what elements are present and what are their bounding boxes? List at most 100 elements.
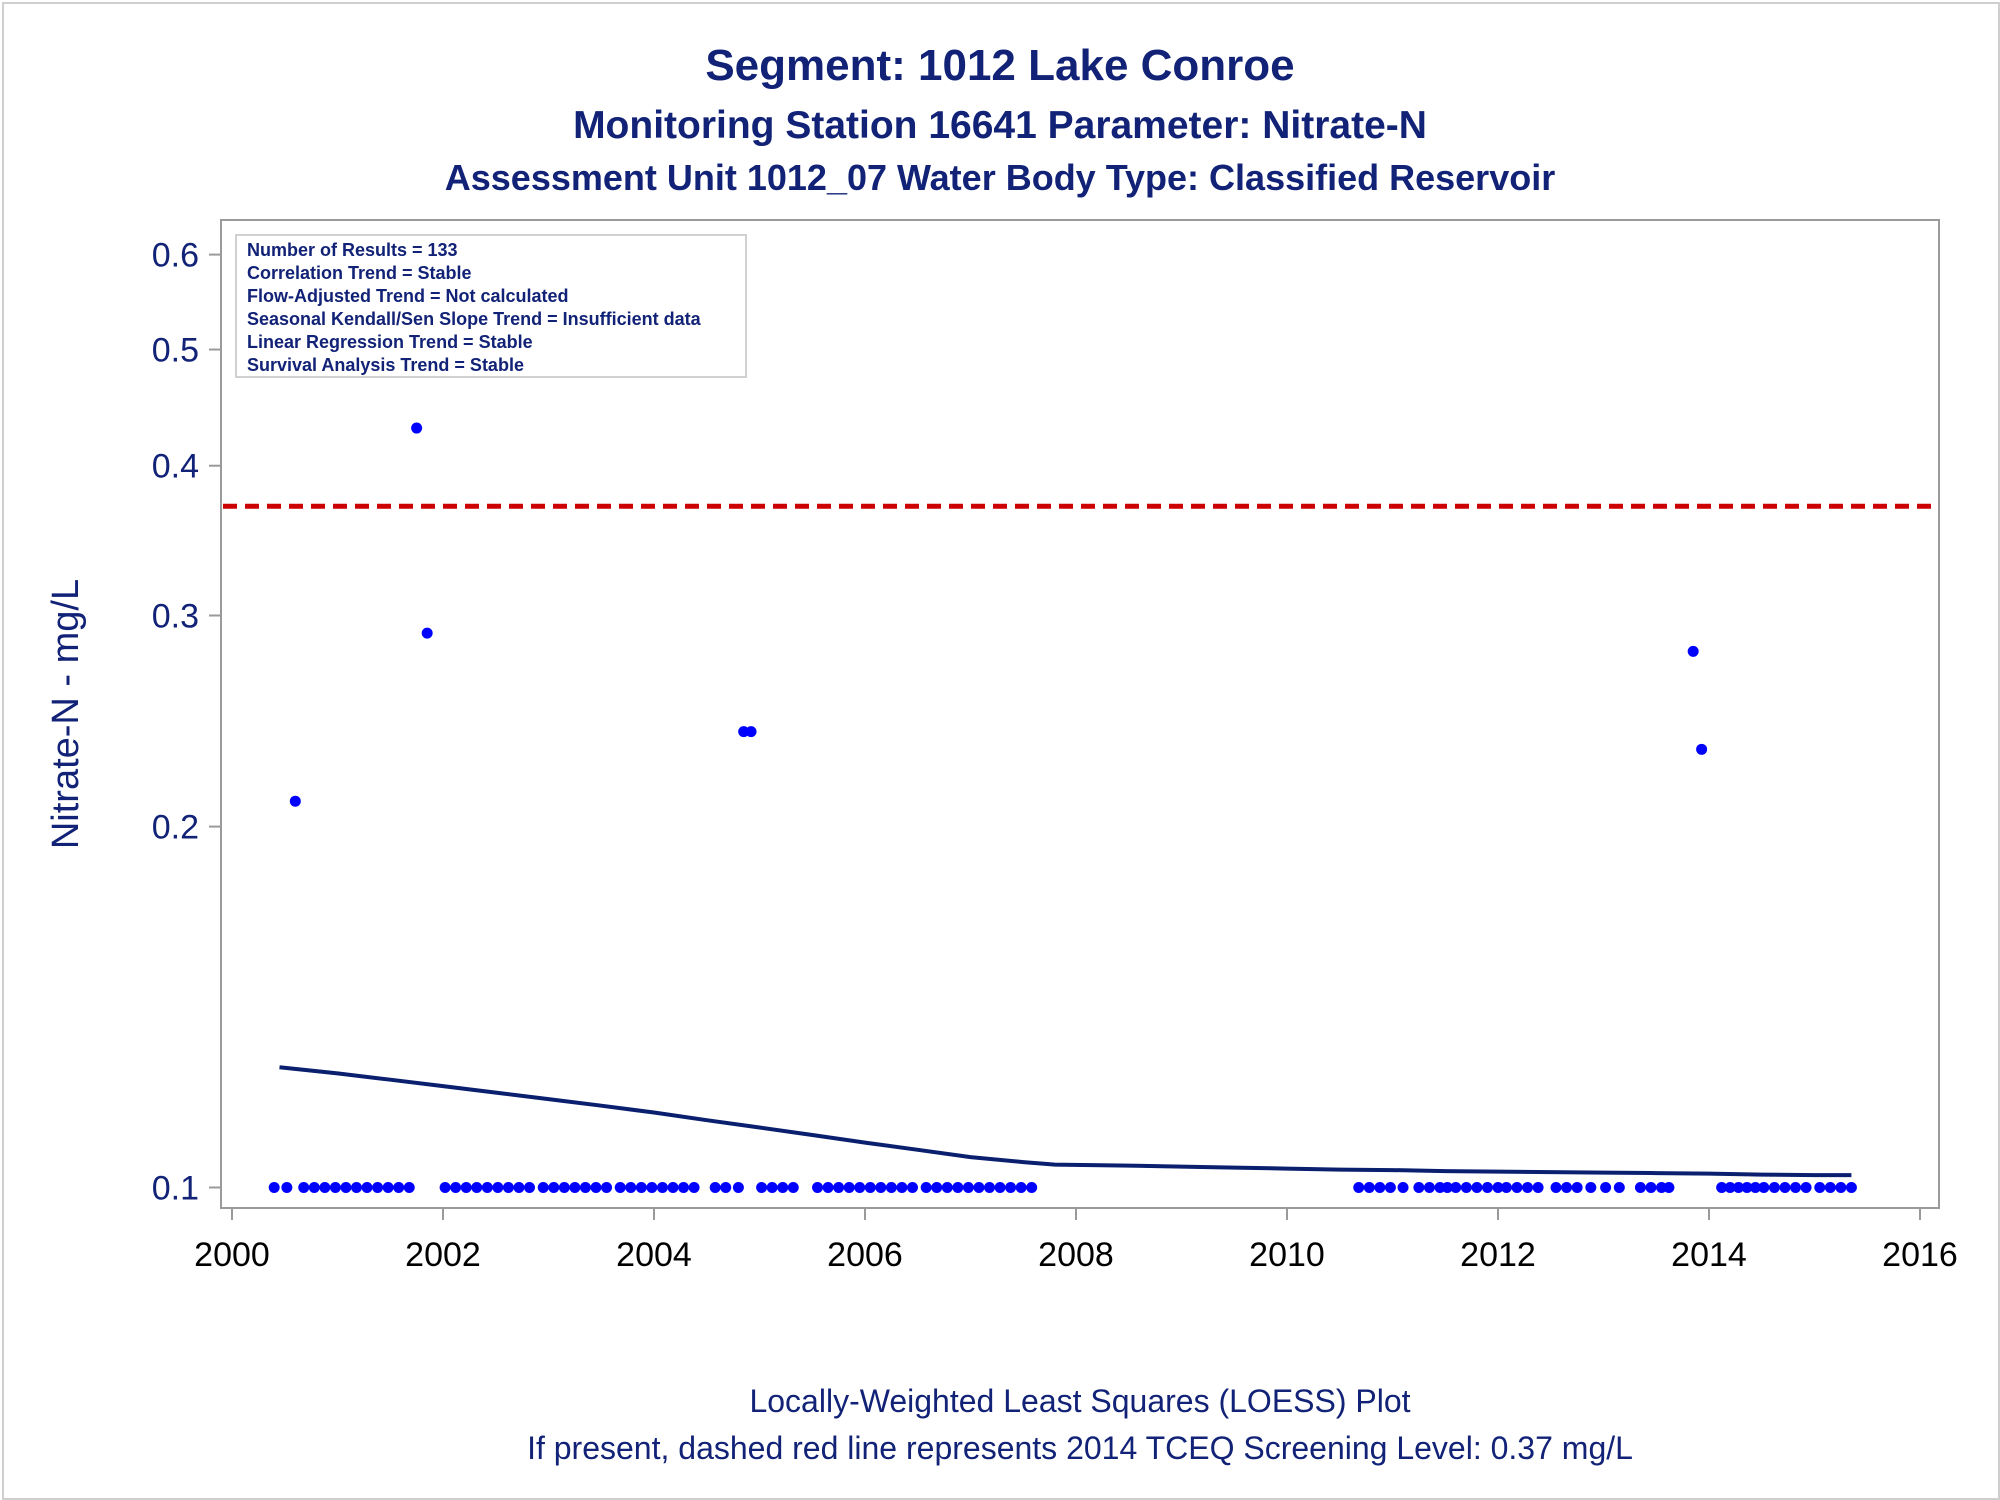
data-point-detection-limit: [1585, 1181, 1597, 1193]
data-point-detection-limit: [720, 1181, 732, 1193]
data-point-detection-limit: [1413, 1181, 1425, 1193]
footnote-screening-level: If present, dashed red line represents 2…: [527, 1430, 1633, 1466]
data-point-detection-limit: [1724, 1181, 1736, 1193]
data-point-detection-limit: [1532, 1181, 1544, 1193]
data-point-detection-limit: [777, 1181, 789, 1193]
data-point-detection-limit: [319, 1181, 331, 1193]
x-axis: 2000 2002 2004 2006 2008 2010 2012 2014 2016: [194, 1208, 1958, 1274]
x-tick-label: 2002: [405, 1236, 481, 1274]
trend-line-results: Number of Results = 133: [247, 240, 458, 260]
data-point-detection-limit: [502, 1181, 514, 1193]
data-point-detection-limit: [579, 1181, 591, 1193]
data-point-detection-limit: [994, 1181, 1006, 1193]
data-point-detection-limit: [1550, 1181, 1562, 1193]
trend-line-linear-regression: Linear Regression Trend = Stable: [247, 332, 533, 352]
chart-subtitle-2: Assessment Unit 1012_07 Water Body Type:…: [445, 157, 1555, 198]
data-point-detection-limit: [569, 1181, 581, 1193]
data-point: [745, 726, 757, 738]
y-tick-label: 0.6: [152, 237, 199, 275]
data-point-detection-limit: [766, 1181, 778, 1193]
data-point-detection-limit: [983, 1181, 995, 1193]
data-point-detection-limit: [481, 1181, 493, 1193]
data-point-detection-limit: [1561, 1181, 1573, 1193]
data-point-detection-limit: [1374, 1181, 1386, 1193]
x-tick-label: 2000: [194, 1236, 270, 1274]
data-point-detection-limit: [787, 1181, 799, 1193]
data-point-detection-limit: [1571, 1181, 1583, 1193]
data-point-detection-limit: [1741, 1181, 1753, 1193]
plot-marks: [223, 240, 1937, 1193]
data-point-detection-limit: [1645, 1181, 1657, 1193]
x-tick-label: 2016: [1882, 1236, 1958, 1274]
data-point-detection-limit: [885, 1181, 897, 1193]
data-point-detection-limit: [756, 1181, 768, 1193]
data-point-detection-limit: [403, 1181, 415, 1193]
data-point: [289, 795, 301, 807]
x-tick-label: 2008: [1038, 1236, 1114, 1274]
data-point-detection-limit: [1460, 1181, 1472, 1193]
data-point-detection-limit: [382, 1181, 394, 1193]
data-point-detection-limit: [1733, 1181, 1745, 1193]
data-point-detection-limit: [298, 1181, 310, 1193]
data-point-detection-limit: [1450, 1181, 1462, 1193]
data-point-detection-limit: [962, 1181, 974, 1193]
data-point-detection-limit: [1835, 1181, 1847, 1193]
x-tick-label: 2012: [1460, 1236, 1536, 1274]
data-point-detection-limit: [350, 1181, 362, 1193]
data-point-detection-limit: [513, 1181, 525, 1193]
data-point-detection-limit: [1758, 1181, 1770, 1193]
trend-summary-box: Number of Results = 133 Correlation Tren…: [235, 234, 747, 378]
data-point-detection-limit: [1768, 1181, 1780, 1193]
data-point-detection-limit: [1492, 1181, 1504, 1193]
data-point-detection-limit: [460, 1181, 472, 1193]
y-tick-label: 0.1: [152, 1169, 199, 1207]
data-point: [1696, 743, 1708, 755]
data-point-detection-limit: [688, 1181, 700, 1193]
data-point-detection-limit: [1511, 1181, 1523, 1193]
data-point-detection-limit: [732, 1181, 744, 1193]
data-point-detection-limit: [439, 1181, 451, 1193]
data-point-detection-limit: [1500, 1181, 1512, 1193]
data-point-detection-limit: [920, 1181, 932, 1193]
data-point-detection-limit: [492, 1181, 504, 1193]
data-point-detection-limit: [1471, 1181, 1483, 1193]
data-point-detection-limit: [393, 1181, 405, 1193]
data-point-detection-limit: [822, 1181, 834, 1193]
data-point-detection-limit: [931, 1181, 943, 1193]
data-point-detection-limit: [1522, 1181, 1534, 1193]
data-point-detection-limit: [471, 1181, 483, 1193]
data-point-detection-limit: [635, 1181, 647, 1193]
data-point-detection-limit: [601, 1181, 613, 1193]
data-point-detection-limit: [590, 1181, 602, 1193]
data-point-detection-limit: [906, 1181, 918, 1193]
data-point-detection-limit: [268, 1181, 280, 1193]
x-tick-label: 2006: [827, 1236, 903, 1274]
data-point-detection-limit: [973, 1181, 985, 1193]
data-point-detection-limit: [614, 1181, 626, 1193]
data-point-detection-limit: [548, 1181, 560, 1193]
data-point-detection-limit: [372, 1181, 384, 1193]
data-point-detection-limit: [329, 1181, 341, 1193]
data-point-detection-limit: [864, 1181, 876, 1193]
y-tick-label: 0.4: [152, 448, 199, 486]
trend-line-flow-adjusted: Flow-Adjusted Trend = Not calculated: [247, 286, 569, 306]
data-point-detection-limit: [952, 1181, 964, 1193]
data-point-detection-limit: [558, 1181, 570, 1193]
data-point-detection-limit: [1423, 1181, 1435, 1193]
data-point-detection-limit: [1790, 1181, 1802, 1193]
x-tick-label: 2014: [1671, 1236, 1747, 1274]
chart-subtitle: Monitoring Station 16641 Parameter: Nitr…: [573, 104, 1427, 147]
data-point-detection-limit: [678, 1181, 690, 1193]
data-point-detection-limit: [843, 1181, 855, 1193]
data-point-detection-limit: [1384, 1181, 1396, 1193]
y-tick-label: 0.3: [152, 597, 199, 635]
data-point-detection-limit: [1749, 1181, 1761, 1193]
data-point-detection-limit: [1824, 1181, 1836, 1193]
data-point-detection-limit: [1353, 1181, 1365, 1193]
trend-line-seasonal-kendall: Seasonal Kendall/Sen Slope Trend = Insuf…: [247, 309, 702, 329]
data-point-detection-limit: [1363, 1181, 1375, 1193]
data-point-detection-limit: [1613, 1181, 1625, 1193]
data-point-detection-limit: [854, 1181, 866, 1193]
plot-area: [220, 219, 1940, 1209]
data-point-detection-limit: [1026, 1181, 1038, 1193]
